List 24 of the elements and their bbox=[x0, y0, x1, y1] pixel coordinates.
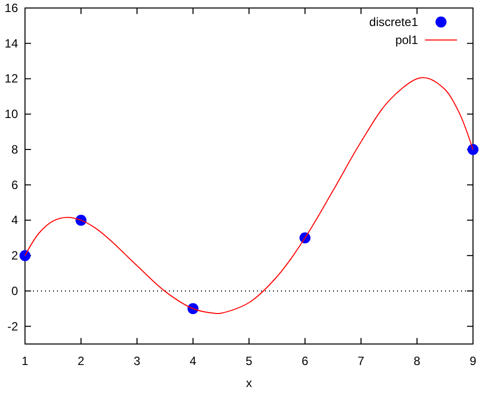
legend-label: pol1 bbox=[395, 33, 418, 47]
x-tick-label: 9 bbox=[470, 354, 477, 368]
y-tick-label: 0 bbox=[11, 284, 18, 298]
y-tick-label: 12 bbox=[4, 72, 18, 86]
y-tick-label: 4 bbox=[11, 213, 18, 228]
y-tick-label: -2 bbox=[7, 319, 18, 334]
y-tick-label: 10 bbox=[4, 107, 18, 122]
x-tick-label: 8 bbox=[414, 354, 421, 368]
y-tick-label: 14 bbox=[4, 36, 18, 50]
y-tick-label: 6 bbox=[11, 178, 18, 192]
x-tick-label: 1 bbox=[22, 354, 29, 368]
legend-label: discrete1 bbox=[369, 15, 418, 29]
point bbox=[20, 250, 30, 262]
point bbox=[468, 144, 478, 155]
y-tick-label: 8 bbox=[11, 142, 18, 156]
x-tick-label: 7 bbox=[358, 354, 365, 368]
x-tick-label: 6 bbox=[302, 354, 309, 368]
x-tick-label: 5 bbox=[246, 354, 253, 368]
x-tick-label: 4 bbox=[190, 354, 197, 368]
y-tick-label: 2 bbox=[11, 248, 18, 263]
x-axis-title: x bbox=[246, 376, 252, 390]
y-tick-label: 16 bbox=[4, 1, 18, 15]
x-tick-label: 2 bbox=[78, 354, 85, 368]
x-tick-label: 3 bbox=[134, 354, 141, 368]
